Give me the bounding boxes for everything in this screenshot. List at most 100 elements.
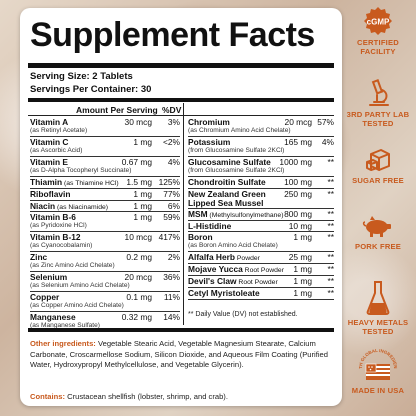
nutrient-name: Thiamin (as Thiamine HCl) <box>30 177 119 187</box>
left-nutrient-row: Vitamin E (as D-Alpha Tocopheryl Succinat… <box>30 157 180 177</box>
nutrient-amount: 1 mg <box>293 232 312 243</box>
nutrient-dv: 11% <box>163 292 180 303</box>
right-nutrient-row: New Zealand Green Lipped Sea Mussel 250 mg… <box>188 189 334 209</box>
other-ingredients-text: Vegetable Stearic Acid, Vegetable Magnes… <box>30 339 328 369</box>
nutrient-dv: ** <box>327 264 334 275</box>
nutrient-name-line2: Lipped Sea Mussel <box>188 197 264 208</box>
nutrient-name: Vitamin C <box>30 137 69 147</box>
nutrient-dv: 6% <box>167 200 180 211</box>
left-amount-header: Amount Per Serving <box>76 105 158 115</box>
nutrient-source: (as Ascorbic Acid) <box>30 147 83 154</box>
nutrient-dv: 36% <box>163 272 180 283</box>
nutrient-name: Cetyl Myristoleate <box>188 287 260 298</box>
nutrient-source-inline: Root Powder <box>236 278 278 286</box>
left-nutrient-row: Vitamin C (as Ascorbic Acid) 1 mg <2% <box>30 137 180 157</box>
left-nutrient-row: Copper (as Copper Amino Acid Chelate) 0.1 … <box>30 292 180 313</box>
left-nutrient-row: Niacin (as Niacinamide) 1 mg 6% <box>30 201 180 213</box>
badge-lab-tested: 3RD PARTY LAB TESTED <box>340 78 416 128</box>
nutrient-amount: 250 mg <box>284 188 312 199</box>
nutrient-source: (as Manganese Sulfate) <box>30 322 101 330</box>
ingredients-rule <box>28 328 334 332</box>
right-nutrient-row: MSM (Methylsulfonylmethane) 800 mg ** <box>188 209 334 221</box>
microscope-icon <box>369 79 389 106</box>
nutrient-name: Selenium <box>30 272 68 283</box>
left-dv-header: %DV <box>162 105 182 115</box>
header-rule <box>28 98 334 102</box>
nutrient-amount: 800 mg <box>284 208 312 219</box>
badge-cgmp-label: CERTIFIED FACILITY <box>357 38 399 56</box>
nutrient-dv: ** <box>327 208 334 219</box>
badge-cgmp: cGMP CERTIFIED FACILITY <box>340 6 416 56</box>
nutrient-name: Copper <box>30 292 60 303</box>
nutrient-source: (as Boron Amino Acid Chelate) <box>188 242 278 250</box>
nutrient-amount: 0.2 mg <box>126 252 152 263</box>
nutrient-name: Chondroitin Sulfate <box>188 177 266 187</box>
nutrient-dv: 2% <box>167 252 180 263</box>
nutrient-amount: 1 mg <box>133 200 152 211</box>
left-nutrient-row: Selenium (as Selenium Amino Acid Chelate)… <box>30 272 180 293</box>
nutrient-name: Vitamin E <box>30 157 69 167</box>
nutrient-dv: 417% <box>158 232 180 243</box>
nutrient-name: Alfalfa Herb Powder <box>188 252 260 263</box>
right-nutrient-row: Potassium (from Glucosamine Sulfate 2KCl)… <box>188 137 334 157</box>
right-nutrient-row: Devil's Claw Root Powder 1 mg ** <box>188 276 334 288</box>
nutrient-amount: 0.1 mg <box>126 292 152 303</box>
nutrient-source: (from Glucosamine Sulfate 2KCl) <box>188 167 285 174</box>
nutrient-amount: 1 mg <box>133 137 152 147</box>
badge-sugar-free: SUGAR FREE <box>340 146 416 185</box>
nutrient-source: (as D-Alpha Tocopheryl Succinate) <box>30 167 132 174</box>
nutrient-name: Potassium <box>188 137 231 147</box>
badge-lab-tested-label: 3RD PARTY LAB TESTED <box>346 110 410 128</box>
nutrient-dv: 4% <box>167 157 180 167</box>
nutrient-dv: ** <box>327 232 334 243</box>
right-nutrient-row: Chondroitin Sulfate 100 mg ** <box>188 177 334 189</box>
nutrient-dv: ** <box>327 220 334 231</box>
badge-heavy-metals-label: HEAVY METALS TESTED <box>347 318 409 336</box>
badge-heavy-metals: HEAVY METALS TESTED <box>340 280 416 336</box>
nutrient-name: Mojave Yucca Root Powder <box>188 264 284 275</box>
nutrient-amount: 1 mg <box>293 287 312 298</box>
sugar-cube-icon <box>366 149 390 171</box>
nutrient-name: Zinc <box>30 252 48 263</box>
right-nutrient-row: Alfalfa Herb Powder 25 mg ** <box>188 252 334 265</box>
nutrient-name: Chromium <box>188 117 230 127</box>
badge-sugar-free-label: SUGAR FREE <box>352 176 404 185</box>
left-nutrient-row: Vitamin B-6 (as Pyridoxine HCl) 1 mg 59% <box>30 212 180 233</box>
nutrient-source-inline: (as Niacinamide) <box>55 203 109 211</box>
nutrient-name: New Zealand Green <box>188 188 266 199</box>
nutrient-amount: 1000 mg <box>279 157 312 167</box>
other-ingredients: Other ingredients: Vegetable Stearic Aci… <box>30 339 334 371</box>
nutrient-dv: ** <box>327 177 334 187</box>
supplement-facts-panel: Supplement Facts Serving Size: 2 Tablets… <box>20 8 342 406</box>
other-ingredients-label: Other ingredients: <box>30 339 96 348</box>
column-header-rule <box>28 115 334 116</box>
nutrient-amount: 10 mg <box>288 220 312 231</box>
contains-label: Contains: <box>30 392 66 401</box>
nutrient-source: (as Chromium Amino Acid Chelate) <box>188 127 291 134</box>
nutrient-dv: ** <box>327 252 334 263</box>
nutrient-name: Riboflavin <box>30 188 71 199</box>
left-nutrient-row: Riboflavin 1 mg 77% <box>30 189 180 201</box>
nutrient-amount: 165 mg <box>284 137 312 147</box>
nutrient-source: (as Copper Amino Acid Chelate) <box>30 302 124 310</box>
column-divider <box>183 103 184 325</box>
nutrient-dv: 14% <box>163 312 180 323</box>
badge-pork-free: PORK FREE <box>340 214 416 251</box>
nutrient-source-inline: Root Powder <box>242 267 284 275</box>
badge-made-in-usa-label: MADE IN USA <box>351 386 405 395</box>
nutrient-dv: 3% <box>167 117 180 127</box>
nutrient-dv: ** <box>327 287 334 298</box>
badge-pork-free-label: PORK FREE <box>354 242 402 251</box>
nutrient-dv: ** <box>327 275 334 286</box>
left-nutrient-row: Thiamin (as Thiamine HCl) 1.5 mg 125% <box>30 177 180 189</box>
nutrient-dv: ** <box>327 188 334 199</box>
nutrient-name: MSM (Methylsulfonylmethane) <box>188 208 284 219</box>
left-nutrient-row: Zinc (as Zinc Amino Acid Chelate) 0.2 mg 2% <box>30 252 180 273</box>
panel-title: Supplement Facts <box>30 16 315 54</box>
dv-footnote: ** Daily Value (DV) not established. <box>188 311 298 318</box>
left-nutrient-list: Vitamin A (as Retinyl Acetate) 30 mcg 3% Vit… <box>30 117 180 333</box>
nutrient-source: (as Pyridoxine HCl) <box>30 222 87 230</box>
nutrient-dv: 77% <box>163 188 180 199</box>
nutrient-source-inline: Powder <box>235 255 260 263</box>
nutrient-amount: 100 mg <box>284 177 312 187</box>
